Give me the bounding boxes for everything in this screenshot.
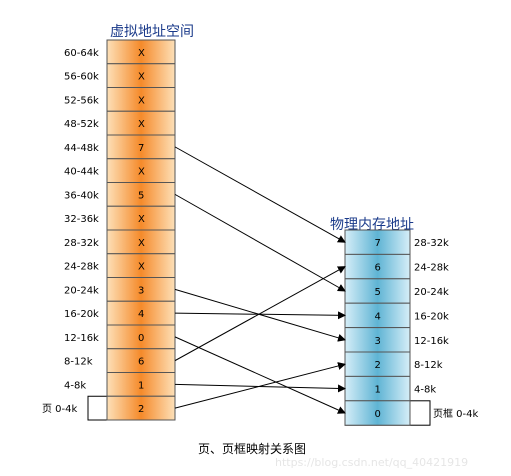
virtual-page-value: X (138, 262, 145, 273)
physical-frame-range-label: 24-28k (414, 263, 449, 274)
virtual-page-range-label: 60-64k (64, 48, 99, 59)
virtual-page-range-label: 16-20k (64, 309, 99, 320)
physical-frame-range-label: 8-12k (414, 360, 443, 371)
diagram-caption: 页、页框映射关系图 (198, 441, 306, 456)
watermark-text: https://blog.csdn.net/qq_40421919 (275, 456, 468, 469)
virtual-page-range-label: 20-24k (64, 285, 99, 296)
virtual-page-range-label: 36-40k (64, 190, 99, 201)
virtual-page-range-label: 4-8k (64, 380, 86, 391)
virtual-page-range-label: 40-44k (64, 167, 99, 178)
virtual-page-value: X (138, 95, 145, 106)
physical-frame-value: 2 (375, 360, 381, 371)
virtual-page-value: 0 (138, 333, 144, 344)
physical-frame-range-label: 20-24k (414, 287, 449, 298)
physical-frame-cell (344, 302, 411, 329)
virtual-page-range-label: 8-12k (64, 357, 93, 368)
mapping-arrow (174, 362, 346, 409)
physical-frame-cell (344, 400, 411, 426)
mapping-arrow (174, 311, 346, 320)
mapping-arrows (174, 146, 346, 414)
virtual-page-range-label: 12-16k (64, 333, 99, 344)
physical-frame-value: 1 (375, 385, 381, 396)
virtual-page-value: X (138, 119, 145, 130)
virtual-page-range-label: 32-36k (64, 214, 99, 225)
physical-frame-cell (344, 253, 411, 280)
virtual-page-value: X (138, 48, 145, 59)
physical-frame-range-label: 28-32k (414, 238, 449, 249)
mapping-arrow (174, 146, 346, 243)
physical-frame-cell (344, 229, 411, 255)
physical-frame-cell (344, 375, 411, 402)
virtual-page-value: 2 (138, 404, 144, 415)
mapping-arrow (174, 193, 346, 292)
physical-frame-value: 7 (375, 238, 381, 249)
physical-memory-title: 物理内存地址 (330, 217, 414, 233)
virtual-page-value: 4 (138, 309, 144, 320)
virtual-page-value: X (138, 214, 145, 225)
physical-frame-cell (344, 327, 411, 353)
virtual-page-range-label: 56-60k (64, 72, 99, 83)
virtual-page-value: 7 (138, 143, 144, 154)
virtual-address-space-title: 虚拟地址空间 (110, 24, 194, 40)
physical-frame-value: 6 (375, 263, 381, 274)
virtual-page-value: X (138, 72, 145, 83)
virtual-page-range-label: 页 0-4k (42, 403, 78, 415)
virtual-page-value: 1 (138, 380, 144, 391)
virtual-page-range-label: 44-48k (64, 143, 99, 154)
mapping-arrow (174, 336, 346, 414)
virtual-page-column: X 60-64k X 56-60k X 52-56k X 48-52k 7 44-48k X 40-4… (42, 39, 176, 421)
virtual-page-range-label: 24-28k (64, 262, 99, 273)
virtual-page-value: 3 (138, 285, 144, 296)
mapping-arrow (174, 266, 346, 362)
virtual-page-value: X (138, 167, 145, 178)
physical-frame-value: 0 (375, 409, 381, 420)
virtual-page-value: 6 (138, 357, 144, 368)
physical-frame-value: 3 (375, 336, 381, 347)
physical-frame-range-label: 16-20k (414, 311, 449, 322)
virtual-page-range-label: 52-56k (64, 95, 99, 106)
physical-frame-column: 7 28-32k 6 24-28k 5 20-24k 4 16-20k 3 12-16k 2 8-12… (344, 229, 479, 426)
virtual-page-value: 5 (138, 190, 144, 201)
physical-frame-range-label: 4-8k (414, 385, 436, 396)
physical-frame-range-label: 12-16k (414, 336, 449, 347)
physical-frame-value: 4 (375, 311, 381, 322)
physical-frame-value: 5 (375, 287, 381, 298)
physical-frame-range-label: 页框 0-4k (433, 407, 479, 420)
virtual-page-range-label: 48-52k (64, 119, 99, 130)
virtual-page-range-label: 28-32k (64, 238, 99, 249)
virtual-page-value: X (138, 238, 145, 249)
